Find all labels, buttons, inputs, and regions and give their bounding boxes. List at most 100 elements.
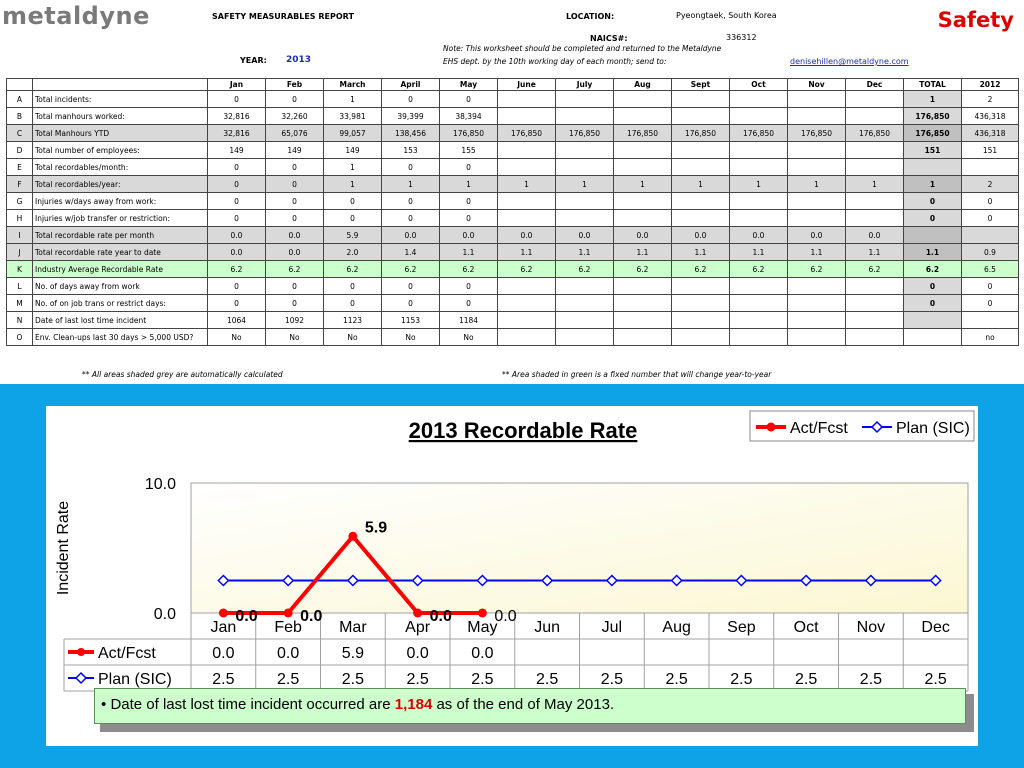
month-cell[interactable]: 32,816 bbox=[207, 107, 266, 125]
month-cell[interactable]: 39,399 bbox=[381, 107, 440, 125]
month-cell[interactable] bbox=[787, 209, 846, 227]
month-cell[interactable]: 6.2 bbox=[671, 260, 730, 278]
month-cell[interactable]: 1.1 bbox=[613, 243, 672, 261]
total-cell[interactable]: 0 bbox=[903, 192, 962, 210]
month-cell[interactable] bbox=[787, 311, 846, 329]
month-cell[interactable] bbox=[729, 107, 788, 125]
month-cell[interactable]: 6.2 bbox=[729, 260, 788, 278]
prior-year-cell[interactable] bbox=[961, 158, 1019, 176]
month-cell[interactable]: 65,076 bbox=[265, 124, 324, 142]
month-cell[interactable] bbox=[555, 192, 614, 210]
month-cell[interactable] bbox=[845, 328, 904, 346]
total-cell[interactable]: 176,850 bbox=[903, 107, 962, 125]
month-cell[interactable]: 1.1 bbox=[671, 243, 730, 261]
month-cell[interactable]: 6.2 bbox=[323, 260, 382, 278]
month-cell[interactable]: No bbox=[439, 328, 498, 346]
month-cell[interactable]: 1 bbox=[497, 175, 556, 193]
month-cell[interactable]: 0 bbox=[265, 192, 324, 210]
month-cell[interactable] bbox=[613, 107, 672, 125]
month-cell[interactable]: 32,816 bbox=[207, 124, 266, 142]
month-cell[interactable]: 0.0 bbox=[671, 226, 730, 244]
prior-year-cell[interactable]: 6.5 bbox=[961, 260, 1019, 278]
month-cell[interactable]: 0 bbox=[381, 294, 440, 312]
month-cell[interactable]: 0 bbox=[207, 277, 266, 295]
month-cell[interactable]: 0 bbox=[381, 209, 440, 227]
total-cell[interactable] bbox=[903, 226, 962, 244]
month-cell[interactable] bbox=[497, 311, 556, 329]
month-cell[interactable] bbox=[845, 192, 904, 210]
month-cell[interactable] bbox=[497, 209, 556, 227]
month-cell[interactable] bbox=[729, 90, 788, 108]
month-cell[interactable]: 0 bbox=[439, 158, 498, 176]
month-cell[interactable] bbox=[787, 294, 846, 312]
month-cell[interactable]: 0.0 bbox=[613, 226, 672, 244]
month-cell[interactable] bbox=[787, 107, 846, 125]
month-cell[interactable]: 0 bbox=[265, 294, 324, 312]
month-cell[interactable]: 0.0 bbox=[787, 226, 846, 244]
month-cell[interactable] bbox=[555, 277, 614, 295]
month-cell[interactable] bbox=[845, 277, 904, 295]
month-cell[interactable]: 149 bbox=[265, 141, 324, 159]
month-cell[interactable] bbox=[729, 311, 788, 329]
total-cell[interactable]: 176,850 bbox=[903, 124, 962, 142]
month-cell[interactable] bbox=[497, 277, 556, 295]
month-cell[interactable]: No bbox=[265, 328, 324, 346]
month-cell[interactable]: 1153 bbox=[381, 311, 440, 329]
month-cell[interactable]: 1.1 bbox=[787, 243, 846, 261]
month-cell[interactable]: 0 bbox=[207, 209, 266, 227]
month-cell[interactable]: 0 bbox=[265, 209, 324, 227]
month-cell[interactable] bbox=[555, 328, 614, 346]
email-link[interactable]: denisehillen@metaldyne.com bbox=[790, 57, 909, 66]
month-cell[interactable] bbox=[613, 328, 672, 346]
prior-year-cell[interactable] bbox=[961, 226, 1019, 244]
month-cell[interactable]: 1.1 bbox=[439, 243, 498, 261]
month-cell[interactable]: 0 bbox=[381, 277, 440, 295]
month-cell[interactable] bbox=[555, 107, 614, 125]
month-cell[interactable]: 6.2 bbox=[497, 260, 556, 278]
month-cell[interactable] bbox=[613, 192, 672, 210]
month-cell[interactable] bbox=[613, 277, 672, 295]
month-cell[interactable]: 1184 bbox=[439, 311, 498, 329]
month-cell[interactable] bbox=[845, 107, 904, 125]
month-cell[interactable] bbox=[787, 90, 846, 108]
month-cell[interactable] bbox=[613, 311, 672, 329]
month-cell[interactable] bbox=[845, 294, 904, 312]
month-cell[interactable] bbox=[729, 158, 788, 176]
prior-year-cell[interactable]: 0 bbox=[961, 209, 1019, 227]
month-cell[interactable]: 1 bbox=[613, 175, 672, 193]
month-cell[interactable]: 1 bbox=[439, 175, 498, 193]
prior-year-cell[interactable]: 0.9 bbox=[961, 243, 1019, 261]
month-cell[interactable] bbox=[729, 328, 788, 346]
month-cell[interactable]: 0 bbox=[381, 90, 440, 108]
total-cell[interactable]: 0 bbox=[903, 294, 962, 312]
month-cell[interactable]: 1 bbox=[845, 175, 904, 193]
month-cell[interactable]: 0.0 bbox=[381, 226, 440, 244]
month-cell[interactable]: 38,394 bbox=[439, 107, 498, 125]
prior-year-cell[interactable]: 436,318 bbox=[961, 107, 1019, 125]
month-cell[interactable]: 6.2 bbox=[381, 260, 440, 278]
prior-year-cell[interactable]: 0 bbox=[961, 277, 1019, 295]
month-cell[interactable]: 1 bbox=[555, 175, 614, 193]
month-cell[interactable]: 6.2 bbox=[613, 260, 672, 278]
month-cell[interactable]: 0 bbox=[207, 294, 266, 312]
month-cell[interactable]: 0.0 bbox=[265, 226, 324, 244]
month-cell[interactable] bbox=[555, 311, 614, 329]
month-cell[interactable]: 0 bbox=[207, 158, 266, 176]
month-cell[interactable]: 0 bbox=[207, 175, 266, 193]
month-cell[interactable]: 5.9 bbox=[323, 226, 382, 244]
month-cell[interactable]: 1 bbox=[787, 175, 846, 193]
month-cell[interactable]: 0 bbox=[265, 158, 324, 176]
month-cell[interactable] bbox=[671, 328, 730, 346]
month-cell[interactable] bbox=[787, 141, 846, 159]
month-cell[interactable]: 0.0 bbox=[555, 226, 614, 244]
month-cell[interactable] bbox=[845, 209, 904, 227]
month-cell[interactable]: 0 bbox=[207, 192, 266, 210]
month-cell[interactable] bbox=[497, 107, 556, 125]
total-cell[interactable] bbox=[903, 328, 962, 346]
month-cell[interactable]: 138,456 bbox=[381, 124, 440, 142]
month-cell[interactable] bbox=[671, 158, 730, 176]
total-cell[interactable]: 0 bbox=[903, 209, 962, 227]
month-cell[interactable] bbox=[845, 141, 904, 159]
month-cell[interactable] bbox=[787, 277, 846, 295]
month-cell[interactable]: 0 bbox=[323, 209, 382, 227]
